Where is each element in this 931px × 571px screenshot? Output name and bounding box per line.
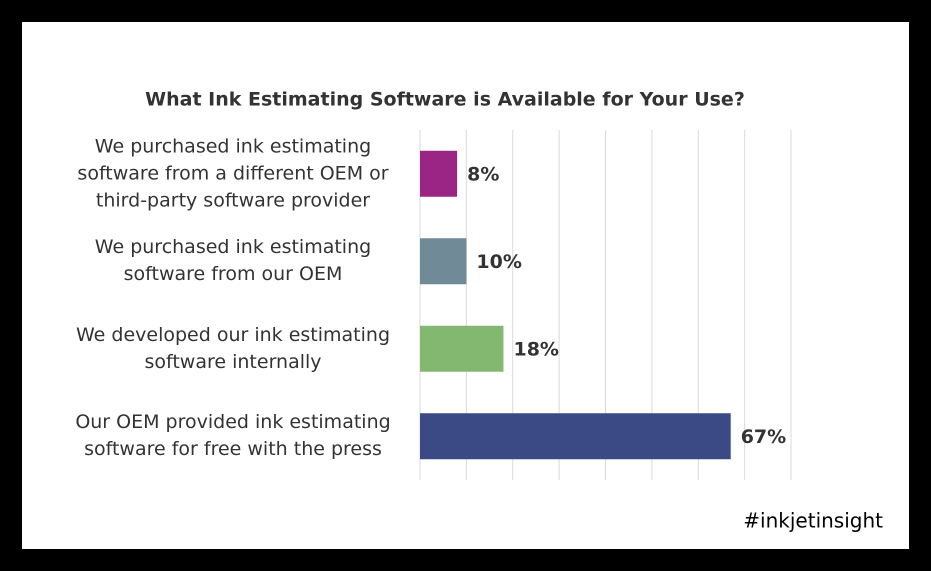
value-label: 8% [467, 163, 499, 185]
chart-title: What Ink Estimating Software is Availabl… [145, 89, 745, 111]
chart-frame [22, 22, 909, 549]
bar [420, 413, 731, 460]
category-label: We purchased ink estimating software fro… [94, 236, 372, 286]
category-label: Our OEM provided ink estimating software… [75, 411, 391, 461]
bar [420, 150, 458, 197]
value-label: 67% [741, 426, 786, 448]
value-label: 10% [476, 251, 521, 273]
category-label: We developed our ink estimating software… [75, 323, 391, 373]
category-label: We purchased ink estimating software fro… [77, 135, 389, 212]
value-label: 18% [513, 338, 558, 360]
hashtag: #inkjetinsight [743, 509, 883, 533]
bar [420, 325, 504, 372]
bar [420, 238, 467, 285]
